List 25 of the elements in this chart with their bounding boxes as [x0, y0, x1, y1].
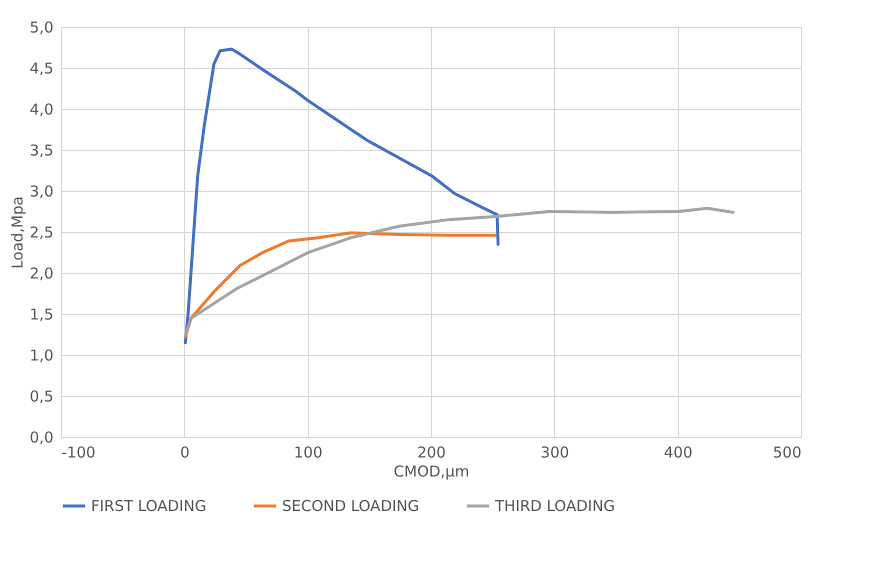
y-tick-label: 5,0: [30, 18, 54, 36]
line-series: [184, 206, 735, 337]
y-tick-label: 1,5: [30, 306, 54, 324]
x-tick-label: 200: [417, 444, 446, 462]
legend-label: SECOND LOADING: [282, 497, 420, 515]
y-tick-label: 3,5: [30, 142, 54, 160]
y-tick-label: 1,0: [30, 346, 54, 364]
y-tick-label: 3,0: [30, 182, 54, 200]
y-axis-title: Load,Mpa: [8, 196, 27, 269]
x-tick-label: 100: [294, 444, 322, 462]
y-tick-label: 2,5: [30, 224, 54, 242]
y-tick-label: 0,5: [30, 388, 54, 406]
x-tick-label: 400: [664, 444, 692, 462]
x-tick-label: -100: [62, 444, 96, 462]
y-tick-label: 4,5: [30, 60, 54, 78]
x-tick-label: 300: [540, 444, 570, 462]
legend-label: THIRD LOADING: [494, 497, 616, 515]
line-series: [184, 48, 500, 344]
y-tick-label: 0,0: [30, 428, 54, 446]
y-tick-label: 4,0: [30, 100, 54, 118]
y-tick-label: 2,0: [30, 264, 54, 282]
legend-label: FIRST LOADING: [91, 497, 206, 515]
x-axis-title: CMOD,μm: [394, 462, 470, 480]
x-tick-label: 500: [772, 444, 802, 462]
x-tick-label: 0: [180, 444, 190, 462]
